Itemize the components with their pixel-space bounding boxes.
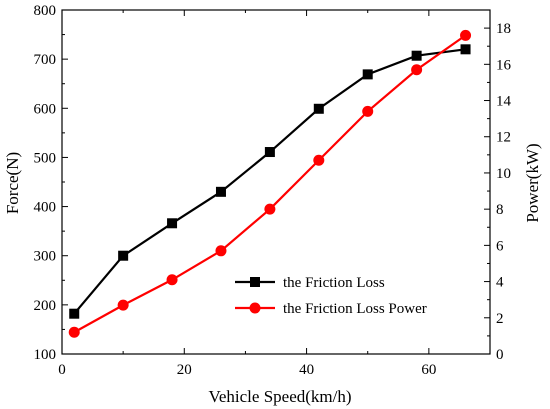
- y-left-tick-label: 800: [34, 3, 57, 19]
- axis-ticks: [61, 9, 490, 355]
- data-point: [362, 69, 373, 80]
- data-point: [215, 186, 226, 197]
- y-left-tick-label: 400: [34, 200, 57, 216]
- series-1: [68, 29, 472, 338]
- y-right-tick-label: 10: [496, 166, 511, 182]
- x-tick-label: 0: [58, 362, 66, 378]
- x-tick-label: 40: [299, 362, 314, 378]
- data-point: [411, 50, 422, 61]
- legend-marker: [250, 277, 260, 287]
- data-point: [460, 29, 472, 41]
- data-point: [264, 203, 276, 215]
- data-point: [313, 103, 324, 114]
- y-right-tick-label: 6: [496, 238, 504, 254]
- y-right-tick-label: 14: [496, 94, 512, 110]
- data-point: [411, 64, 423, 76]
- data-point: [167, 218, 178, 229]
- x-tick-label: 60: [421, 362, 436, 378]
- legend-marker: [249, 302, 261, 314]
- data-point: [69, 308, 80, 319]
- y-right-tick-label: 8: [496, 202, 504, 218]
- tick-labels: 0 20 40 60 100 200 300 400 500 600 700 800 0 2 4 6 8 10 12…: [34, 3, 512, 378]
- y-right-tick-label: 12: [496, 130, 511, 146]
- series-line: [73, 34, 467, 334]
- y-right-tick-label: 4: [496, 275, 504, 291]
- y-left-tick-label: 600: [34, 101, 57, 117]
- y-right-tick-label: 0: [496, 347, 504, 363]
- legend: the Friction Loss the Friction Loss Power: [235, 275, 427, 317]
- legend-label: the Friction Loss: [283, 275, 385, 291]
- series-0: [69, 44, 471, 319]
- y-left-tick-label: 100: [34, 347, 57, 363]
- x-tick-label: 20: [177, 362, 192, 378]
- y-left-tick-label: 700: [34, 52, 57, 68]
- y-right-tick-label: 16: [496, 57, 512, 73]
- series-layer: [68, 29, 472, 338]
- data-point: [118, 250, 129, 261]
- y-left-tick-label: 500: [34, 150, 57, 166]
- y-left-tick-label: 300: [34, 249, 57, 265]
- data-point: [68, 326, 80, 338]
- data-point: [215, 245, 227, 257]
- data-point: [166, 274, 178, 286]
- y-right-tick-label: 18: [496, 21, 511, 37]
- data-point: [264, 147, 275, 158]
- series-line: [73, 48, 466, 315]
- data-point: [362, 105, 374, 117]
- y-right-tick-label: 2: [496, 311, 504, 327]
- y-left-tick-label: 200: [34, 298, 57, 314]
- y-axis-right-title: Power(kW): [523, 143, 542, 222]
- data-point: [117, 299, 129, 311]
- data-point: [313, 154, 325, 166]
- x-axis-title: Vehicle Speed(km/h): [208, 387, 351, 406]
- data-point: [460, 44, 471, 55]
- legend-label: the Friction Loss Power: [283, 301, 427, 317]
- y-axis-left-title: Force(N): [3, 152, 22, 214]
